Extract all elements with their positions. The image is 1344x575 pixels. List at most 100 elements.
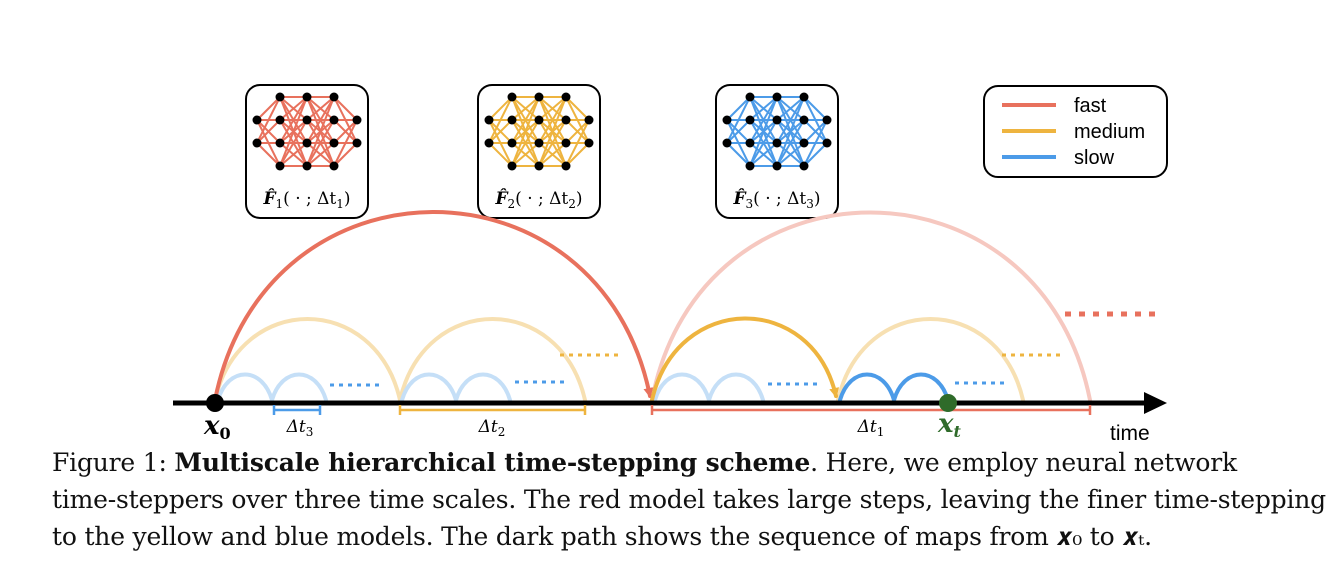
net-edge bbox=[256, 96, 281, 144]
net-label-args: ( · ; Δt bbox=[515, 189, 568, 209]
net-label-args-sub: 1 bbox=[336, 197, 344, 211]
bracket-dt3 bbox=[272, 405, 322, 415]
net-edge bbox=[749, 96, 778, 167]
net-node bbox=[329, 115, 339, 125]
caption-line-1: Figure 1: Multiscale hierarchical time-s… bbox=[52, 444, 1302, 481]
net-node bbox=[534, 92, 544, 102]
axis-arrowhead bbox=[1144, 392, 1167, 414]
net-node bbox=[745, 115, 755, 125]
net-node bbox=[352, 115, 362, 125]
caption-line1-rest: . Here, we employ neural network bbox=[810, 448, 1237, 477]
net-node bbox=[584, 115, 594, 125]
net-node bbox=[534, 115, 544, 125]
net-edge bbox=[488, 96, 513, 121]
net-node bbox=[745, 92, 755, 102]
neural-net-icon bbox=[252, 92, 362, 171]
net-edge bbox=[565, 142, 590, 167]
net-edge bbox=[538, 119, 567, 167]
label-time: time bbox=[1110, 422, 1150, 440]
bracket-dt2 bbox=[398, 405, 587, 415]
arcs-faded bbox=[213, 210, 1092, 402]
net-edge bbox=[488, 142, 513, 167]
net-node bbox=[799, 92, 809, 102]
arc-medium-faded bbox=[836, 317, 1025, 402]
label-dt3: Δt3 bbox=[286, 417, 314, 439]
net-node bbox=[772, 138, 782, 148]
net-edge bbox=[803, 119, 828, 144]
net-edge bbox=[726, 119, 751, 144]
net-node bbox=[507, 161, 517, 171]
net-edge bbox=[511, 96, 540, 167]
net-edge bbox=[511, 142, 540, 167]
net-edge bbox=[565, 119, 590, 167]
arc-fast-faded bbox=[650, 210, 1092, 402]
net-node bbox=[772, 115, 782, 125]
legend-label-medium: medium bbox=[1074, 121, 1145, 143]
label-dt2: Δt2 bbox=[478, 417, 506, 439]
net-node bbox=[275, 138, 285, 148]
figure-caption: Figure 1: Multiscale hierarchical time-s… bbox=[52, 444, 1326, 555]
network-box-3: F̂3( · ; Δt3) bbox=[715, 84, 839, 219]
net-label-f: F̂ bbox=[494, 189, 509, 209]
net-node bbox=[745, 138, 755, 148]
net-node bbox=[822, 138, 832, 148]
net-edge bbox=[749, 142, 778, 167]
net-edge bbox=[538, 96, 567, 144]
net-edge bbox=[511, 96, 540, 144]
net-edge bbox=[256, 119, 281, 144]
net-node bbox=[722, 115, 732, 125]
arc-slow-faded bbox=[653, 372, 711, 402]
net-node bbox=[584, 138, 594, 148]
arc-fast bbox=[213, 210, 654, 402]
arc-slow bbox=[838, 372, 896, 402]
neural-net-icon bbox=[722, 92, 832, 171]
net-node bbox=[329, 161, 339, 171]
net-node bbox=[484, 115, 494, 125]
net-edge bbox=[256, 142, 281, 167]
net-edge bbox=[776, 142, 805, 167]
net-node bbox=[302, 138, 312, 148]
net-edge bbox=[538, 96, 567, 167]
legend-label-fast: fast bbox=[1074, 95, 1107, 117]
net-node bbox=[722, 138, 732, 148]
net-node bbox=[507, 138, 517, 148]
network-label-3: F̂3( · ; Δt3) bbox=[732, 189, 820, 211]
net-edge bbox=[726, 142, 751, 167]
net-label-sub: 2 bbox=[508, 197, 516, 211]
arc-slow-faded bbox=[400, 372, 458, 402]
arc-slow-faded bbox=[216, 372, 274, 402]
legend: fast medium slow bbox=[983, 85, 1168, 178]
net-node bbox=[745, 161, 755, 171]
net-edge bbox=[279, 96, 308, 144]
net-node bbox=[507, 115, 517, 125]
net-label-args-sub: 3 bbox=[806, 197, 814, 211]
arc-medium-faded bbox=[213, 317, 402, 402]
net-edge bbox=[776, 96, 805, 121]
net-edge bbox=[306, 142, 335, 167]
net-label-args: ( · ; Δt bbox=[283, 189, 336, 209]
net-edge bbox=[333, 119, 358, 144]
net-node bbox=[302, 161, 312, 171]
net-edge bbox=[538, 96, 567, 121]
net-node bbox=[534, 138, 544, 148]
net-edge bbox=[749, 96, 778, 121]
arcs-dark-path bbox=[213, 210, 950, 402]
net-label-close: ) bbox=[344, 189, 351, 209]
caption-line-2: time-steppers over three time scales. Th… bbox=[52, 485, 1326, 514]
net-edge bbox=[333, 96, 358, 121]
net-edge bbox=[776, 96, 805, 144]
caption-title: Multiscale hierarchical time-stepping sc… bbox=[174, 448, 811, 477]
start-point bbox=[206, 394, 224, 412]
net-edge bbox=[333, 119, 358, 167]
net-node bbox=[799, 138, 809, 148]
net-edge bbox=[803, 119, 828, 167]
net-edge bbox=[726, 96, 751, 121]
time-axis bbox=[173, 392, 1167, 414]
net-edge bbox=[538, 142, 567, 167]
net-label-close: ) bbox=[576, 189, 583, 209]
net-label-sub: 3 bbox=[746, 197, 754, 211]
net-node bbox=[275, 161, 285, 171]
bracket-dt1 bbox=[650, 405, 1092, 415]
net-edge bbox=[803, 96, 828, 121]
net-edge bbox=[333, 142, 358, 167]
